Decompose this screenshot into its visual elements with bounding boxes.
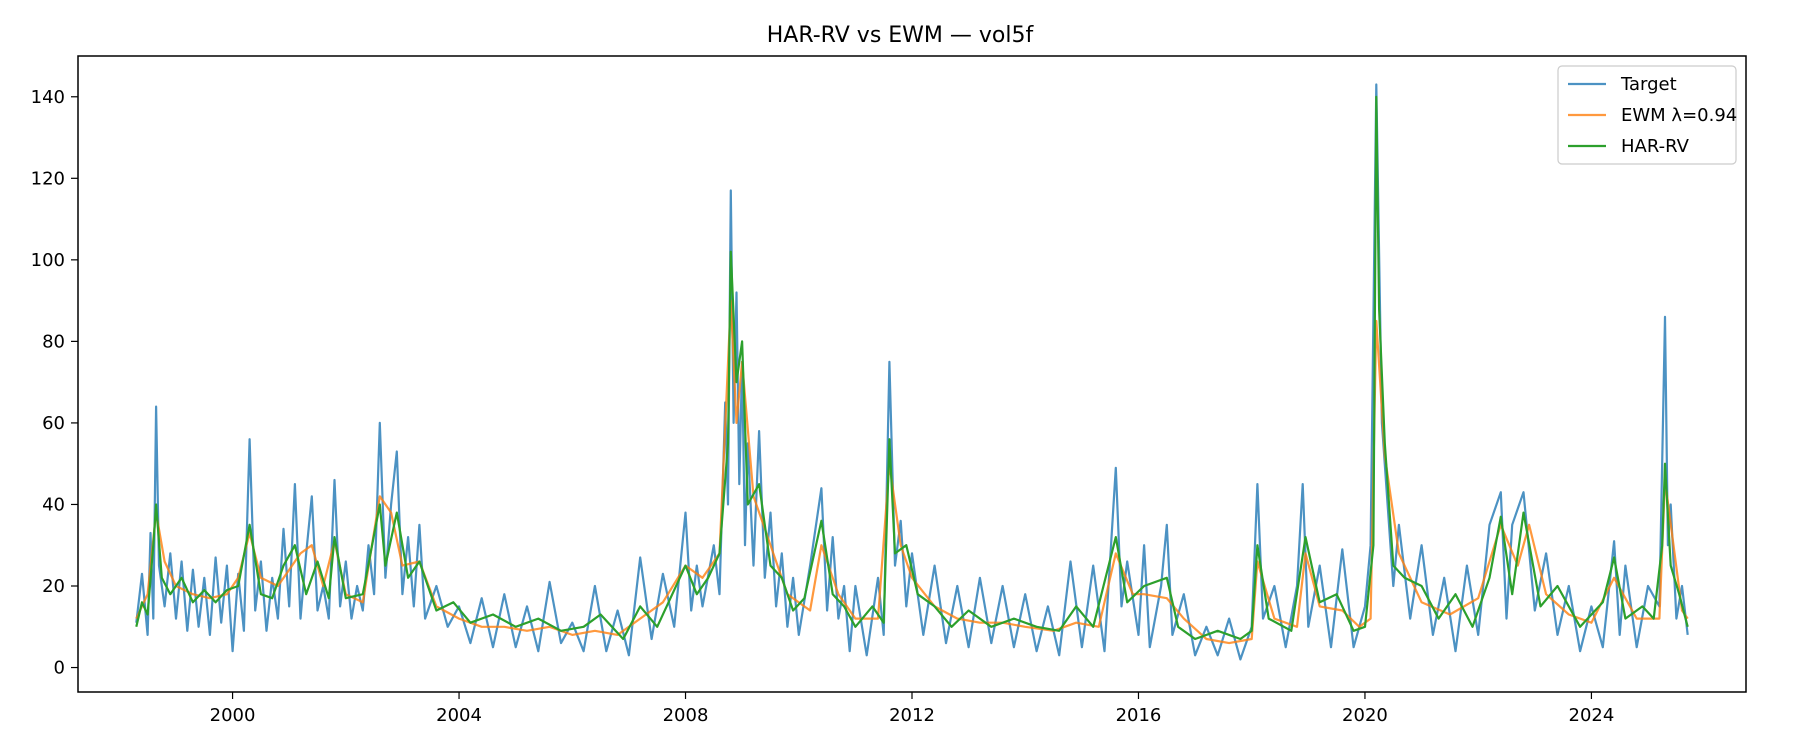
chart-title: HAR-RV vs EWM — vol5f: [767, 23, 1035, 48]
legend-label-2: HAR-RV: [1621, 136, 1690, 157]
legend-box: [1557, 65, 1737, 165]
y-tick-label: 40: [42, 494, 65, 515]
y-tick-label: 60: [42, 413, 65, 434]
legend-label-1: EWM λ=0.94: [1621, 105, 1737, 126]
x-tick-label: 2004: [436, 705, 482, 726]
y-tick-label: 20: [42, 576, 65, 597]
x-tick-label: 2024: [1569, 705, 1615, 726]
y-tick-label: 0: [54, 658, 65, 679]
series-line-1: [135, 299, 1689, 645]
series-layer: [135, 83, 1689, 661]
x-tick-label: 2012: [889, 705, 935, 726]
y-tick-label: 100: [31, 250, 65, 271]
legend: Target EWM λ=0.94 HAR-RV: [1557, 65, 1737, 165]
legend-label-0: Target: [1620, 74, 1677, 95]
x-tick-label: 2016: [1116, 705, 1162, 726]
y-tick-label: 140: [31, 87, 65, 108]
x-tick-label: 2000: [210, 705, 256, 726]
y-tick-label: 120: [31, 168, 65, 189]
y-tick-label: 80: [42, 331, 65, 352]
series-line-2: [135, 95, 1689, 641]
x-tick-label: 2008: [663, 705, 709, 726]
tick-layer: 2000 2004 2008 2012 2016 2020 2024 0 20 40 60 80 100…: [31, 87, 1615, 726]
plot-frame: [77, 55, 1747, 693]
x-tick-label: 2020: [1342, 705, 1388, 726]
